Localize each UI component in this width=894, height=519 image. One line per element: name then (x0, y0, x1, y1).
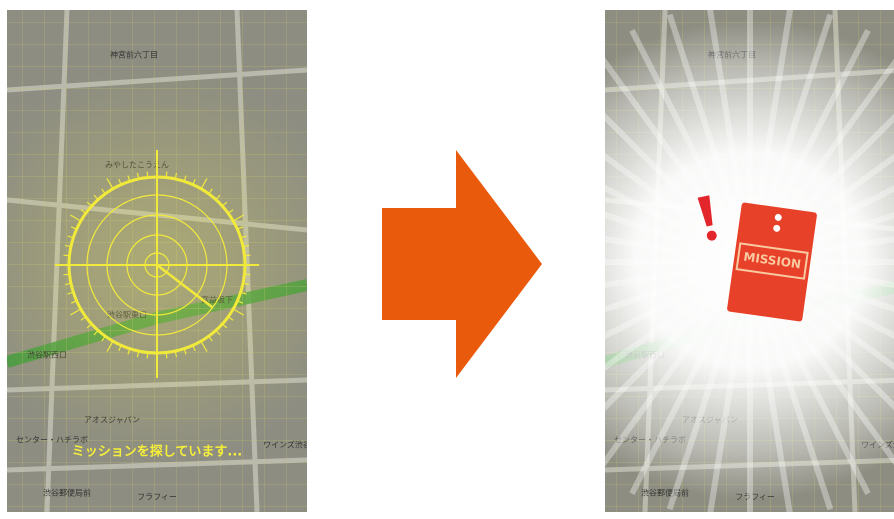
radar-tick (215, 329, 221, 336)
radar-tick (237, 300, 244, 304)
radar-tick (200, 178, 208, 190)
map-label: ワインズ渋谷 (263, 440, 311, 450)
radar-tick (242, 282, 250, 286)
mission-envelope: MISSION (727, 202, 817, 322)
glow-ray (666, 13, 753, 263)
glow-ray (605, 235, 751, 265)
radar-sweep (156, 264, 213, 308)
radar-tick (136, 172, 140, 180)
glow-ray (629, 28, 753, 264)
glow-ray (605, 57, 753, 264)
radar-tick (63, 254, 70, 257)
radar-tick (70, 226, 77, 230)
glow-ray (605, 259, 752, 340)
radar-tick (118, 178, 122, 185)
envelope-band (735, 242, 809, 280)
radar-tick (240, 235, 247, 239)
glow-ray (605, 259, 751, 289)
glow-ray (605, 259, 753, 412)
map-label: 渋谷郵便局前 (43, 488, 91, 498)
radar-tick (244, 273, 251, 276)
radar-tick (242, 244, 250, 248)
map-label: センター・ハチラボ (16, 436, 88, 445)
radar-tick (67, 235, 74, 239)
glow-ray (605, 260, 753, 467)
radar-tick (240, 291, 247, 295)
radar-tick (215, 194, 221, 201)
map-label: 神宮前六丁目 (110, 50, 158, 60)
map-label: フラフィー (137, 493, 177, 502)
radar-tick (183, 348, 187, 355)
alert-bar (697, 195, 713, 227)
radar-tick (86, 201, 93, 207)
glow-ray (605, 259, 751, 313)
radar-tick (208, 188, 213, 195)
radar-tick (227, 209, 234, 214)
radar-tick (63, 273, 70, 276)
radar-tick (136, 350, 140, 358)
right-screen: 神宮前六丁目みやしたこうえん渋谷駅東口渋谷郵便局前フラフィーアオスジャパンセンタ… (605, 10, 894, 512)
radar-tick (174, 172, 178, 180)
radar-tick (127, 348, 131, 355)
radar-tick (127, 175, 131, 182)
radar-tick (67, 291, 74, 295)
radar-tick (208, 335, 213, 342)
radar-tick (146, 171, 149, 178)
glow-ray (605, 259, 752, 372)
radar-tick (232, 214, 244, 222)
radar-tick (232, 308, 244, 316)
alert-dot (706, 230, 717, 241)
radar-tick (118, 345, 122, 352)
radar-tick (192, 345, 196, 352)
radar-tick (93, 194, 99, 201)
alert-mark (697, 195, 717, 241)
radar-tick (244, 254, 251, 257)
radar-tick (86, 323, 93, 329)
glow-ray (605, 112, 753, 265)
radar-tick (237, 226, 244, 230)
radar-tick (93, 329, 99, 336)
radar-tick (221, 323, 228, 329)
radar-tick (106, 178, 114, 190)
envelope-clasp (774, 213, 782, 221)
radar-tick (64, 244, 72, 248)
radar-tick (183, 175, 187, 182)
radar-tick (221, 201, 228, 207)
radar-tick (64, 282, 72, 286)
radar-tick (80, 209, 87, 214)
radar-tick (192, 178, 196, 185)
radar-tick (165, 171, 168, 178)
status-text: ミッションを探しています... (72, 444, 242, 460)
left-screen: 神宮前六丁目みやしたこうえん渋谷駅東口渋谷郵便局前フラフィーアオスジャパンセンタ… (7, 10, 311, 512)
radar-tick (200, 340, 208, 352)
envelope-body (727, 202, 817, 322)
radar-tick (80, 316, 87, 321)
radar-tick (101, 335, 106, 342)
radar-tick (146, 352, 149, 359)
radar-tick (174, 350, 178, 358)
glow-ray (605, 184, 752, 265)
radar-tick (106, 340, 114, 352)
radar-tick (70, 214, 82, 222)
glow-ray (605, 211, 751, 265)
transition-arrow (382, 150, 542, 378)
radar-tick (101, 188, 106, 195)
radar-tick (70, 300, 77, 304)
envelope-clasp (773, 224, 781, 232)
radar-tick (227, 316, 234, 321)
radar-tick (165, 352, 168, 359)
radar-tick (70, 308, 82, 316)
